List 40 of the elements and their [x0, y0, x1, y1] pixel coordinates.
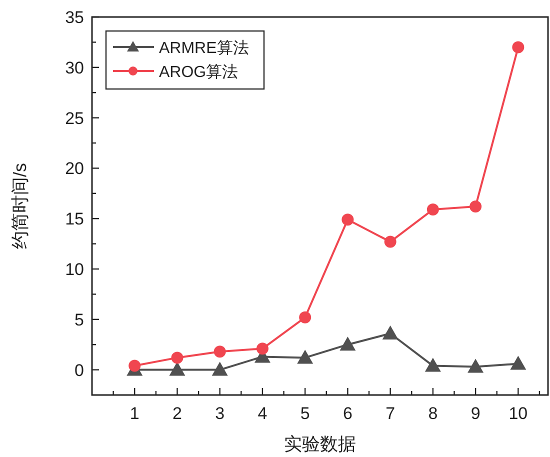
- point: [382, 326, 398, 340]
- y-tick-label: 10: [65, 260, 84, 279]
- x-axis-title: 实验数据: [284, 434, 356, 454]
- point: [384, 236, 396, 248]
- x-tick-label: 1: [130, 404, 140, 423]
- point: [424, 358, 441, 372]
- x-tick-label: 9: [470, 404, 480, 423]
- point: [468, 358, 484, 373]
- x-tick-label: 10: [508, 404, 528, 423]
- point: [470, 200, 482, 213]
- x-tick-label: 6: [342, 404, 352, 423]
- point: [340, 336, 356, 351]
- y-tick-label: 35: [65, 8, 84, 27]
- point: [299, 311, 312, 324]
- x-tick-label: 3: [215, 404, 225, 423]
- legend-label: AROG算法: [159, 63, 238, 81]
- x-tick-label: 7: [386, 404, 396, 423]
- point: [510, 356, 526, 370]
- point: [512, 41, 524, 54]
- y-tick-label: 30: [65, 58, 84, 78]
- point: [214, 346, 226, 358]
- point: [297, 350, 314, 364]
- y-tick-label: 0: [74, 360, 84, 380]
- x-tick-label: 4: [258, 404, 268, 423]
- x-tick-label: 2: [172, 404, 182, 423]
- y-tick-label: 5: [74, 310, 84, 330]
- point: [256, 342, 268, 355]
- point: [342, 214, 354, 226]
- point: [171, 352, 184, 364]
- point: [169, 362, 186, 376]
- y-tick-label: 25: [65, 108, 84, 128]
- legend-label: ARMRE算法: [159, 39, 249, 57]
- x-tick-label: 8: [428, 404, 438, 423]
- y-tick-label: 15: [65, 210, 84, 229]
- y-tick-label: 20: [65, 159, 84, 178]
- y-axis-title: 约简时间/s: [10, 162, 30, 250]
- point: [426, 204, 439, 216]
- point: [212, 362, 228, 376]
- x-tick-label: 5: [300, 404, 310, 423]
- point: [128, 360, 141, 372]
